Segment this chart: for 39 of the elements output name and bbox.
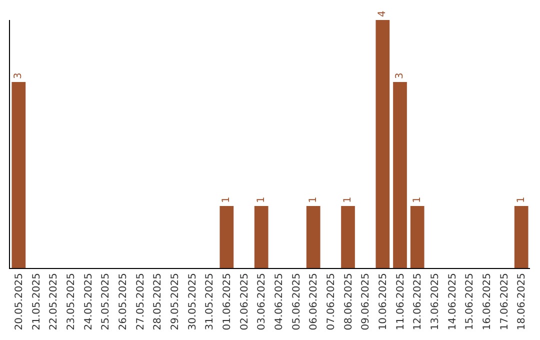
- x-tick-label: 23.05.2025: [66, 273, 77, 330]
- x-tick-label: 07.06.2025: [326, 273, 337, 330]
- x-tick-label: 04.06.2025: [274, 273, 285, 330]
- data-label: 1: [308, 196, 319, 203]
- x-tick-label: 30.05.2025: [187, 273, 198, 330]
- x-tick-label: 12.06.2025: [412, 273, 424, 330]
- x-tick-label: 01.06.2025: [222, 273, 233, 330]
- x-tick-label: 10.06.2025: [378, 273, 389, 330]
- data-label: 1: [412, 196, 423, 203]
- data-label: 1: [516, 196, 527, 203]
- x-tick-label: 24.05.2025: [83, 273, 94, 330]
- x-tick-label: 18.06.2025: [516, 273, 528, 330]
- data-label: 4: [377, 10, 388, 17]
- x-tick-label: 05.06.2025: [291, 273, 302, 330]
- x-tick-label: 28.05.2025: [152, 273, 164, 330]
- x-tick-label: 31.05.2025: [204, 273, 216, 330]
- data-label: 3: [394, 72, 406, 79]
- x-tick-label: 15.06.2025: [464, 273, 476, 330]
- x-tick-label: 29.05.2025: [170, 273, 181, 330]
- x-tick-label: 27.05.2025: [135, 273, 146, 330]
- x-tick-label: 06.06.2025: [308, 273, 320, 330]
- x-tick-label: 13.06.2025: [430, 273, 441, 330]
- x-tick-label: 03.06.2025: [256, 273, 268, 330]
- x-tick-label: 08.06.2025: [343, 273, 354, 330]
- data-label: 1: [342, 196, 354, 203]
- x-tick-label: 17.06.2025: [499, 273, 510, 330]
- x-tick-label: 20.05.2025: [14, 273, 25, 330]
- x-tick-label: 16.06.2025: [482, 273, 493, 330]
- x-tick-label: 02.06.2025: [239, 273, 250, 330]
- x-tick-label: 14.06.2025: [447, 273, 458, 330]
- x-tick-label: 22.05.2025: [48, 273, 60, 330]
- x-tick-label: 11.06.2025: [395, 273, 406, 330]
- data-label: 3: [13, 72, 24, 79]
- x-tick-label: 21.05.2025: [31, 273, 42, 330]
- data-label: 1: [221, 196, 232, 203]
- x-tick-label: 25.05.2025: [100, 273, 112, 330]
- x-tick-label: 26.05.2025: [118, 273, 129, 330]
- data-label: 1: [256, 196, 267, 203]
- x-tick-label: 09.06.2025: [360, 273, 372, 330]
